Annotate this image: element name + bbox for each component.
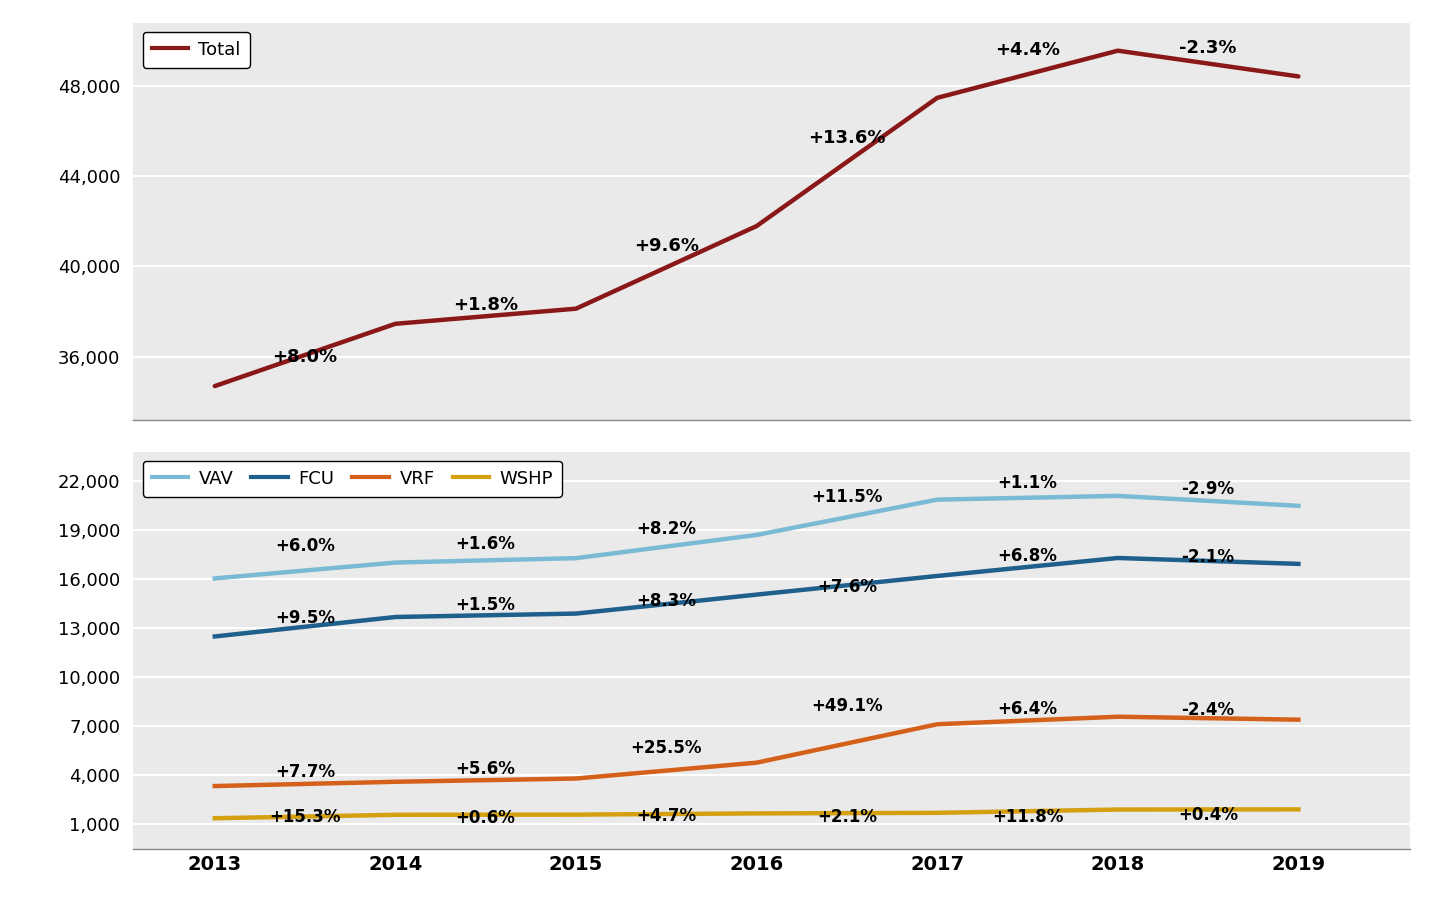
Text: +1.8%: +1.8%: [453, 296, 518, 314]
Text: -2.4%: -2.4%: [1181, 701, 1235, 719]
Text: +11.8%: +11.8%: [992, 808, 1064, 826]
Text: +13.6%: +13.6%: [808, 129, 885, 147]
Text: +8.2%: +8.2%: [637, 520, 696, 538]
Text: +9.5%: +9.5%: [276, 608, 335, 627]
Text: -2.9%: -2.9%: [1181, 479, 1235, 498]
Text: +7.6%: +7.6%: [817, 577, 876, 596]
Text: +4.7%: +4.7%: [636, 807, 696, 825]
Text: +1.5%: +1.5%: [456, 597, 515, 615]
Text: +5.6%: +5.6%: [456, 760, 515, 778]
Text: +4.4%: +4.4%: [995, 41, 1061, 59]
Text: +0.4%: +0.4%: [1178, 805, 1238, 824]
Text: -2.1%: -2.1%: [1181, 548, 1235, 567]
Text: -2.3%: -2.3%: [1180, 38, 1236, 56]
Text: +6.0%: +6.0%: [276, 537, 335, 555]
Text: +1.6%: +1.6%: [456, 535, 515, 553]
Text: +11.5%: +11.5%: [811, 488, 882, 506]
Text: +49.1%: +49.1%: [811, 697, 882, 715]
Legend: VAV, FCU, VRF, WSHP: VAV, FCU, VRF, WSHP: [142, 460, 562, 497]
Text: +1.1%: +1.1%: [997, 474, 1058, 492]
Text: +8.3%: +8.3%: [637, 592, 696, 610]
Text: +25.5%: +25.5%: [631, 739, 702, 757]
Text: +0.6%: +0.6%: [456, 809, 515, 827]
Text: +15.3%: +15.3%: [270, 808, 341, 826]
Text: +6.4%: +6.4%: [997, 700, 1058, 718]
Legend: Total: Total: [142, 32, 250, 68]
Text: +9.6%: +9.6%: [634, 237, 699, 255]
Text: +7.7%: +7.7%: [276, 763, 335, 781]
Text: +6.8%: +6.8%: [997, 547, 1058, 565]
Text: +8.0%: +8.0%: [273, 348, 338, 366]
Text: +2.1%: +2.1%: [817, 808, 876, 826]
